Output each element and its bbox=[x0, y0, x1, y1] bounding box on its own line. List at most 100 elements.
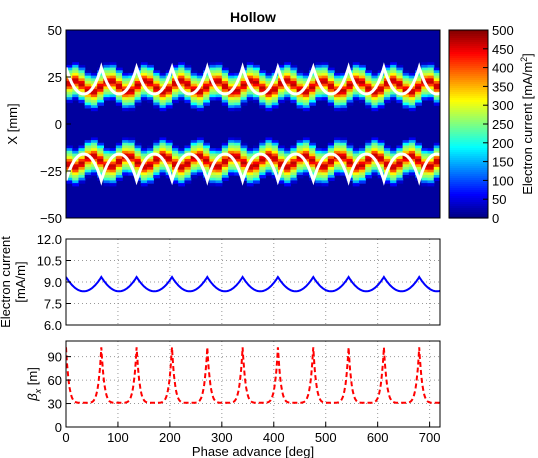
colorbar-segment bbox=[449, 60, 488, 63]
heatmap-cell bbox=[346, 75, 354, 79]
heatmap-cell bbox=[153, 172, 161, 176]
heatmap-cell bbox=[253, 164, 260, 168]
heatmap-cell bbox=[78, 148, 86, 152]
heatmap-cell bbox=[334, 83, 341, 87]
heatmap-cell bbox=[103, 156, 111, 160]
heatmap-cell bbox=[134, 142, 142, 147]
heatmap-cell bbox=[78, 72, 86, 77]
heatmap-cell bbox=[165, 145, 173, 149]
heatmap-cell bbox=[265, 105, 273, 109]
heatmap-cell bbox=[302, 142, 310, 147]
heatmap-cell bbox=[97, 102, 104, 106]
heatmap-cell bbox=[171, 148, 179, 152]
heatmap-cell bbox=[284, 175, 291, 179]
heatmap-cell bbox=[84, 72, 92, 77]
heatmap-cell bbox=[153, 86, 161, 90]
colorbar-segment bbox=[449, 84, 488, 87]
heatmap-cell bbox=[327, 158, 335, 163]
heatmap-cell bbox=[140, 164, 148, 168]
heatmap-cell bbox=[115, 156, 123, 160]
heatmap-cell bbox=[78, 164, 86, 168]
heatmap-cell bbox=[327, 67, 335, 71]
heatmap-cell bbox=[358, 148, 366, 152]
heatmap-cell bbox=[433, 89, 440, 93]
heatmap-cell bbox=[253, 150, 260, 155]
heatmap-cell bbox=[259, 148, 267, 152]
heatmap-cell bbox=[109, 78, 117, 82]
heatmap-cell bbox=[253, 169, 260, 173]
heatmap-cell bbox=[408, 89, 416, 93]
heatmap-cell bbox=[396, 150, 404, 155]
heatmap-cell bbox=[246, 62, 254, 66]
heatmap-cell bbox=[427, 94, 435, 98]
heatmap-cell bbox=[365, 156, 373, 160]
heatmap-cell bbox=[165, 94, 173, 98]
heatmap-cell bbox=[209, 169, 217, 173]
heatmap-cell bbox=[109, 94, 117, 98]
heatmap-cell bbox=[196, 107, 204, 112]
heatmap-cell bbox=[296, 86, 304, 90]
heatmap-cell bbox=[421, 180, 429, 184]
heatmap-cell bbox=[421, 172, 429, 176]
heatmap-cell bbox=[433, 158, 440, 163]
heatmap-cell bbox=[321, 172, 329, 176]
heatmap-cell bbox=[415, 164, 422, 168]
heatmap-cell bbox=[408, 172, 416, 176]
heatmap-cell bbox=[277, 180, 285, 184]
colorbar-segment bbox=[449, 102, 488, 105]
heatmap-cell bbox=[221, 102, 229, 106]
heatmap-cell bbox=[209, 97, 217, 101]
colorbar-segment bbox=[449, 134, 488, 137]
heatmap-cell bbox=[352, 180, 360, 184]
heatmap-cell bbox=[115, 86, 123, 90]
heatmap-cell bbox=[147, 86, 154, 90]
heatmap-cell bbox=[196, 72, 204, 77]
heatmap-cell bbox=[159, 81, 167, 85]
heatmap-cell bbox=[271, 140, 279, 144]
heatmap-cell bbox=[122, 75, 129, 79]
heatmap-cell bbox=[234, 99, 242, 104]
heatmap-cell bbox=[284, 67, 291, 71]
heatmap-cell bbox=[265, 153, 273, 157]
heatmap-cell bbox=[184, 156, 192, 160]
heatmap-cell bbox=[340, 91, 348, 96]
heatmap-cell bbox=[390, 175, 397, 179]
current-panel: 12.010.59.07.56.0 Electron current[mA/m] bbox=[0, 232, 441, 333]
heatmap-cell bbox=[346, 166, 354, 171]
heatmap-cell bbox=[78, 89, 86, 93]
heatmap-cell bbox=[240, 102, 248, 106]
heatmap-cell bbox=[209, 75, 217, 79]
heatmap-cell bbox=[427, 62, 435, 66]
heatmap-cell bbox=[284, 172, 291, 176]
upper-envelope-line bbox=[66, 62, 440, 96]
heatmap-cell bbox=[90, 78, 98, 82]
heatmap-cell bbox=[128, 148, 136, 152]
heatmap-cell bbox=[215, 62, 223, 66]
heatmap-cell bbox=[72, 78, 80, 82]
heatmap-cell bbox=[390, 148, 397, 152]
heatmap-cell bbox=[402, 145, 410, 149]
heatmap-cell bbox=[221, 67, 229, 71]
heatmap-cell bbox=[421, 67, 429, 71]
heatmap-cell bbox=[284, 78, 291, 82]
heatmap-cell bbox=[246, 156, 254, 160]
heatmap-cell bbox=[215, 83, 223, 87]
heatmap-cell bbox=[396, 148, 404, 152]
heatmap-cell bbox=[290, 81, 298, 85]
heatmap-cell bbox=[72, 175, 80, 179]
heatmap-cell bbox=[66, 89, 73, 93]
heatmap-cell bbox=[427, 183, 435, 187]
heatmap-cell bbox=[277, 67, 285, 71]
heatmap-cell bbox=[215, 86, 223, 90]
colorbar-segment bbox=[449, 214, 488, 217]
colorbar-segment bbox=[449, 94, 488, 97]
heatmap-cell bbox=[396, 70, 404, 74]
heatmap-cell bbox=[115, 70, 123, 74]
colorbar-segment bbox=[449, 196, 488, 199]
heatmap-cell bbox=[221, 94, 229, 98]
heatmap-cell bbox=[215, 75, 223, 79]
heatmap-cell bbox=[390, 150, 397, 155]
heatmap-cell bbox=[421, 175, 429, 179]
heatmap-cell bbox=[122, 145, 129, 149]
heatmap-cell bbox=[358, 99, 366, 104]
